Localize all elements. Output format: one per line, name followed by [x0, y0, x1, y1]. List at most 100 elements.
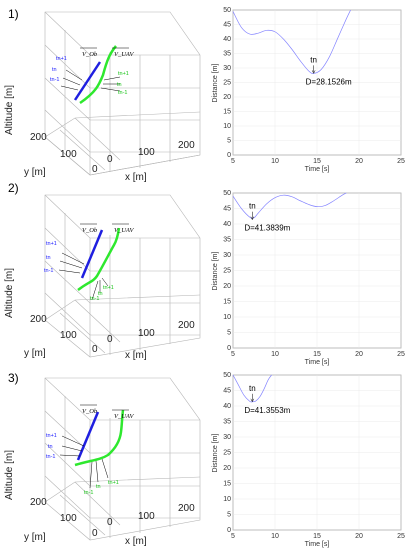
uav-label-tn-1: tn-1	[84, 490, 93, 496]
y-tick-label: 40	[223, 221, 231, 228]
x-tick-label: 25	[397, 351, 405, 358]
ob-label-tn+1: tn+1	[46, 241, 57, 247]
ob-label-tn: tn	[48, 444, 53, 450]
y-tick-label: 15	[223, 299, 231, 306]
y-tick-label: 50	[223, 7, 231, 14]
x-tick-label: 10	[271, 158, 279, 165]
uav-label-tn: tn	[117, 82, 122, 88]
uav-trajectory	[74, 409, 125, 467]
x-axis-label-3: Time [s]	[305, 541, 330, 548]
y-tick-0: 0	[92, 164, 98, 175]
tn-annotation-1: tn	[310, 55, 317, 64]
min-distance-marker-3	[250, 393, 255, 403]
distance-series-1	[232, 9, 351, 74]
x-axis-label: x [m]	[125, 172, 147, 183]
y-tick-label: 5	[227, 330, 231, 337]
ob-label-tn-1: tn-1	[50, 77, 59, 83]
uav-label-tn+1: tn+1	[118, 71, 129, 77]
altitude-axis-label: Altitude [m]	[4, 268, 15, 318]
x-tick-200: 200	[178, 320, 195, 331]
x-tick-label: 15	[313, 158, 321, 165]
y-tick-label: 0	[227, 345, 231, 352]
obstacle-trajectory	[80, 229, 104, 279]
panel-2: 2) V_Ob V_UAV tn+1 tn tn-1 tn+1 tn	[4, 181, 405, 366]
obstacle-trajectory	[73, 61, 102, 101]
x-tick-label: 25	[397, 158, 405, 165]
y-tick-label: 15	[223, 109, 231, 116]
plot3d-3: V_Ob V_UAV tn+1 tn tn-1 tn+1 tn tn-1 Alt…	[4, 377, 201, 547]
uav-label-tn: tn	[98, 291, 103, 297]
vector-ob-label: V_Ob	[82, 51, 98, 58]
y-tick-label: 20	[223, 465, 231, 472]
y-tick-200: 200	[30, 497, 47, 508]
min-distance-marker-1	[311, 65, 316, 74]
x-tick-100: 100	[138, 511, 155, 522]
uav-label-tn-1: tn-1	[90, 296, 99, 302]
x-tick-0: 0	[107, 334, 113, 345]
x-tick-label: 15	[313, 533, 321, 540]
x-tick-label: 15	[313, 351, 321, 358]
y-tick-label: 30	[223, 65, 231, 72]
y-tick-label: 0	[227, 527, 231, 534]
y-tick-label: 45	[223, 206, 231, 213]
y-tick-label: 25	[223, 80, 231, 87]
obstacle-trajectory	[76, 411, 100, 461]
x-tick-200: 200	[178, 140, 195, 151]
panel-label-2: 2)	[8, 181, 19, 195]
distance-series-3	[232, 374, 272, 403]
x-tick-label: 10	[271, 533, 279, 540]
panel-1: 1) V_Ob V_UAV tn+1 tn tn-1 tn+1 tn	[4, 7, 405, 183]
y-tick-label: 35	[223, 419, 231, 426]
x-tick-0: 0	[107, 517, 113, 528]
x-axis-label: x [m]	[125, 350, 147, 361]
y-tick-label: 20	[223, 94, 231, 101]
x-axis-label-2: Time [s]	[305, 359, 330, 366]
x-tick-label: 5	[231, 533, 235, 540]
y-tick-0: 0	[92, 528, 98, 539]
y-axis-label-1: Distance [m]	[212, 63, 219, 102]
x-tick-label: 25	[397, 533, 405, 540]
uav-trajectory	[77, 227, 121, 291]
uav-label-tn+1: tn+1	[108, 480, 119, 486]
y-tick-label: 30	[223, 434, 231, 441]
x-axis-label: x [m]	[125, 536, 147, 547]
y-tick-label: 10	[223, 496, 231, 503]
ob-label-tn: tn	[46, 255, 51, 261]
y-tick-200: 200	[30, 314, 47, 325]
y-tick-label: 25	[223, 268, 231, 275]
x-tick-label: 10	[271, 351, 279, 358]
ob-label-tn+1: tn+1	[56, 56, 67, 62]
y-tick-label: 45	[223, 22, 231, 29]
min-distance-label-2: D=41.3839m	[244, 224, 290, 233]
y-tick-label: 40	[223, 36, 231, 43]
y-tick-0: 0	[92, 344, 98, 355]
x-tick-label: 5	[231, 351, 235, 358]
y-tick-200: 200	[30, 132, 47, 143]
y-tick-label: 0	[227, 152, 231, 159]
y-tick-label: 10	[223, 314, 231, 321]
y-tick-label: 50	[223, 372, 231, 379]
ob-label-tn: tn	[52, 67, 57, 73]
y-tick-100: 100	[60, 513, 77, 524]
vector-uav-label: V_UAV	[114, 413, 135, 420]
y-axis-label: y [m]	[24, 167, 46, 178]
y-tick-label: 40	[223, 403, 231, 410]
y-axis-label-3: Distance [m]	[212, 433, 219, 472]
x-tick-100: 100	[138, 147, 155, 158]
y-tick-100: 100	[60, 330, 77, 341]
vector-ob-label: V_Ob	[82, 408, 98, 415]
x-tick-label: 5	[231, 158, 235, 165]
plot3d-1: V_Ob V_UAV tn+1 tn tn-1 tn+1 tn tn-1 Alt…	[4, 11, 201, 183]
x-tick-label: 20	[355, 351, 363, 358]
uav-label-tn: tn	[96, 484, 101, 490]
y-tick-label: 25	[223, 450, 231, 457]
x-tick-label: 20	[355, 533, 363, 540]
x-axis-label-1: Time [s]	[305, 166, 330, 173]
x-tick-200: 200	[178, 503, 195, 514]
y-tick-label: 35	[223, 51, 231, 58]
x-tick-label: 20	[355, 158, 363, 165]
y-tick-label: 10	[223, 123, 231, 130]
y-tick-label: 45	[223, 388, 231, 395]
